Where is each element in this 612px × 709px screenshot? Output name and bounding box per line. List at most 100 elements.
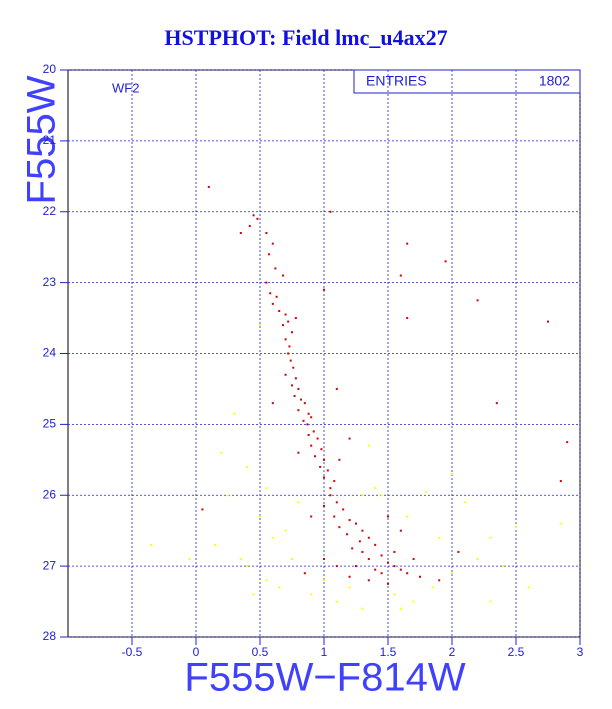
point <box>406 317 409 320</box>
point <box>293 395 296 398</box>
y-tick-label: 21 <box>43 133 57 147</box>
point <box>406 242 409 245</box>
point <box>326 469 329 472</box>
point <box>457 550 460 553</box>
point <box>431 586 434 589</box>
point <box>367 444 370 447</box>
point <box>246 465 249 468</box>
point <box>335 501 338 504</box>
point <box>214 543 217 546</box>
point <box>294 317 297 320</box>
point <box>310 593 313 596</box>
point <box>559 480 562 483</box>
point <box>150 543 153 546</box>
point <box>284 338 287 341</box>
point <box>348 437 351 440</box>
point <box>284 373 287 376</box>
point <box>310 515 313 518</box>
point <box>335 565 338 568</box>
y-tick-label: 20 <box>43 62 57 76</box>
point <box>419 575 421 578</box>
point <box>323 558 325 561</box>
point <box>374 487 377 490</box>
point <box>361 529 364 532</box>
point <box>269 292 272 295</box>
point <box>399 274 402 277</box>
x-tick-label: 0.5 <box>252 645 269 659</box>
y-axis-label: F555W <box>20 75 64 204</box>
point <box>348 575 351 578</box>
point <box>278 309 281 312</box>
point <box>289 359 292 362</box>
point <box>399 529 402 532</box>
point <box>265 579 268 582</box>
x-axis-label: F555W−F814W <box>184 656 465 700</box>
point <box>329 494 332 497</box>
point <box>323 579 325 582</box>
point <box>476 558 479 561</box>
point <box>346 533 349 536</box>
point <box>323 288 325 291</box>
point <box>310 444 313 447</box>
point <box>387 515 389 518</box>
point <box>355 565 357 568</box>
point <box>302 419 305 422</box>
point <box>387 582 389 585</box>
point <box>297 451 300 454</box>
point <box>303 402 306 405</box>
stats-value: 1802 <box>539 73 570 89</box>
point <box>282 274 285 277</box>
point <box>348 586 351 589</box>
point <box>438 536 441 539</box>
point <box>188 558 191 561</box>
point <box>399 568 402 571</box>
point <box>259 515 261 518</box>
point <box>393 593 396 596</box>
point <box>288 345 291 348</box>
point <box>412 600 415 603</box>
point <box>310 416 313 419</box>
point <box>335 600 338 603</box>
point <box>406 515 409 518</box>
point <box>207 185 210 188</box>
point <box>220 451 223 454</box>
x-tick-label: 1.5 <box>380 645 397 659</box>
point <box>259 324 261 327</box>
point <box>451 472 453 475</box>
point <box>287 320 290 323</box>
point <box>515 526 517 529</box>
point <box>246 565 249 568</box>
y-tick-label: 25 <box>43 417 57 431</box>
point <box>239 558 242 561</box>
point <box>374 543 377 546</box>
point <box>361 607 364 610</box>
point <box>248 224 251 227</box>
point <box>252 214 255 217</box>
point <box>265 281 268 284</box>
point <box>297 387 300 390</box>
point <box>323 476 325 479</box>
point <box>406 572 409 575</box>
point <box>355 522 357 525</box>
point <box>271 302 274 305</box>
point <box>287 352 290 355</box>
stats-label: ENTRIES <box>366 73 427 89</box>
point <box>227 494 229 497</box>
point <box>329 487 332 490</box>
point <box>463 501 466 504</box>
point <box>342 508 345 511</box>
point <box>306 423 309 426</box>
point <box>333 480 336 483</box>
point <box>284 529 287 532</box>
y-tick-label: 23 <box>43 275 57 289</box>
point <box>566 441 569 444</box>
point <box>291 384 293 387</box>
point <box>271 536 274 539</box>
point <box>367 536 370 539</box>
point <box>476 299 479 302</box>
x-tick-label: -0.5 <box>122 645 143 659</box>
x-tick-label: 1 <box>321 645 328 659</box>
point <box>320 448 323 451</box>
panel-label: WF2 <box>112 80 139 95</box>
point <box>547 320 549 323</box>
